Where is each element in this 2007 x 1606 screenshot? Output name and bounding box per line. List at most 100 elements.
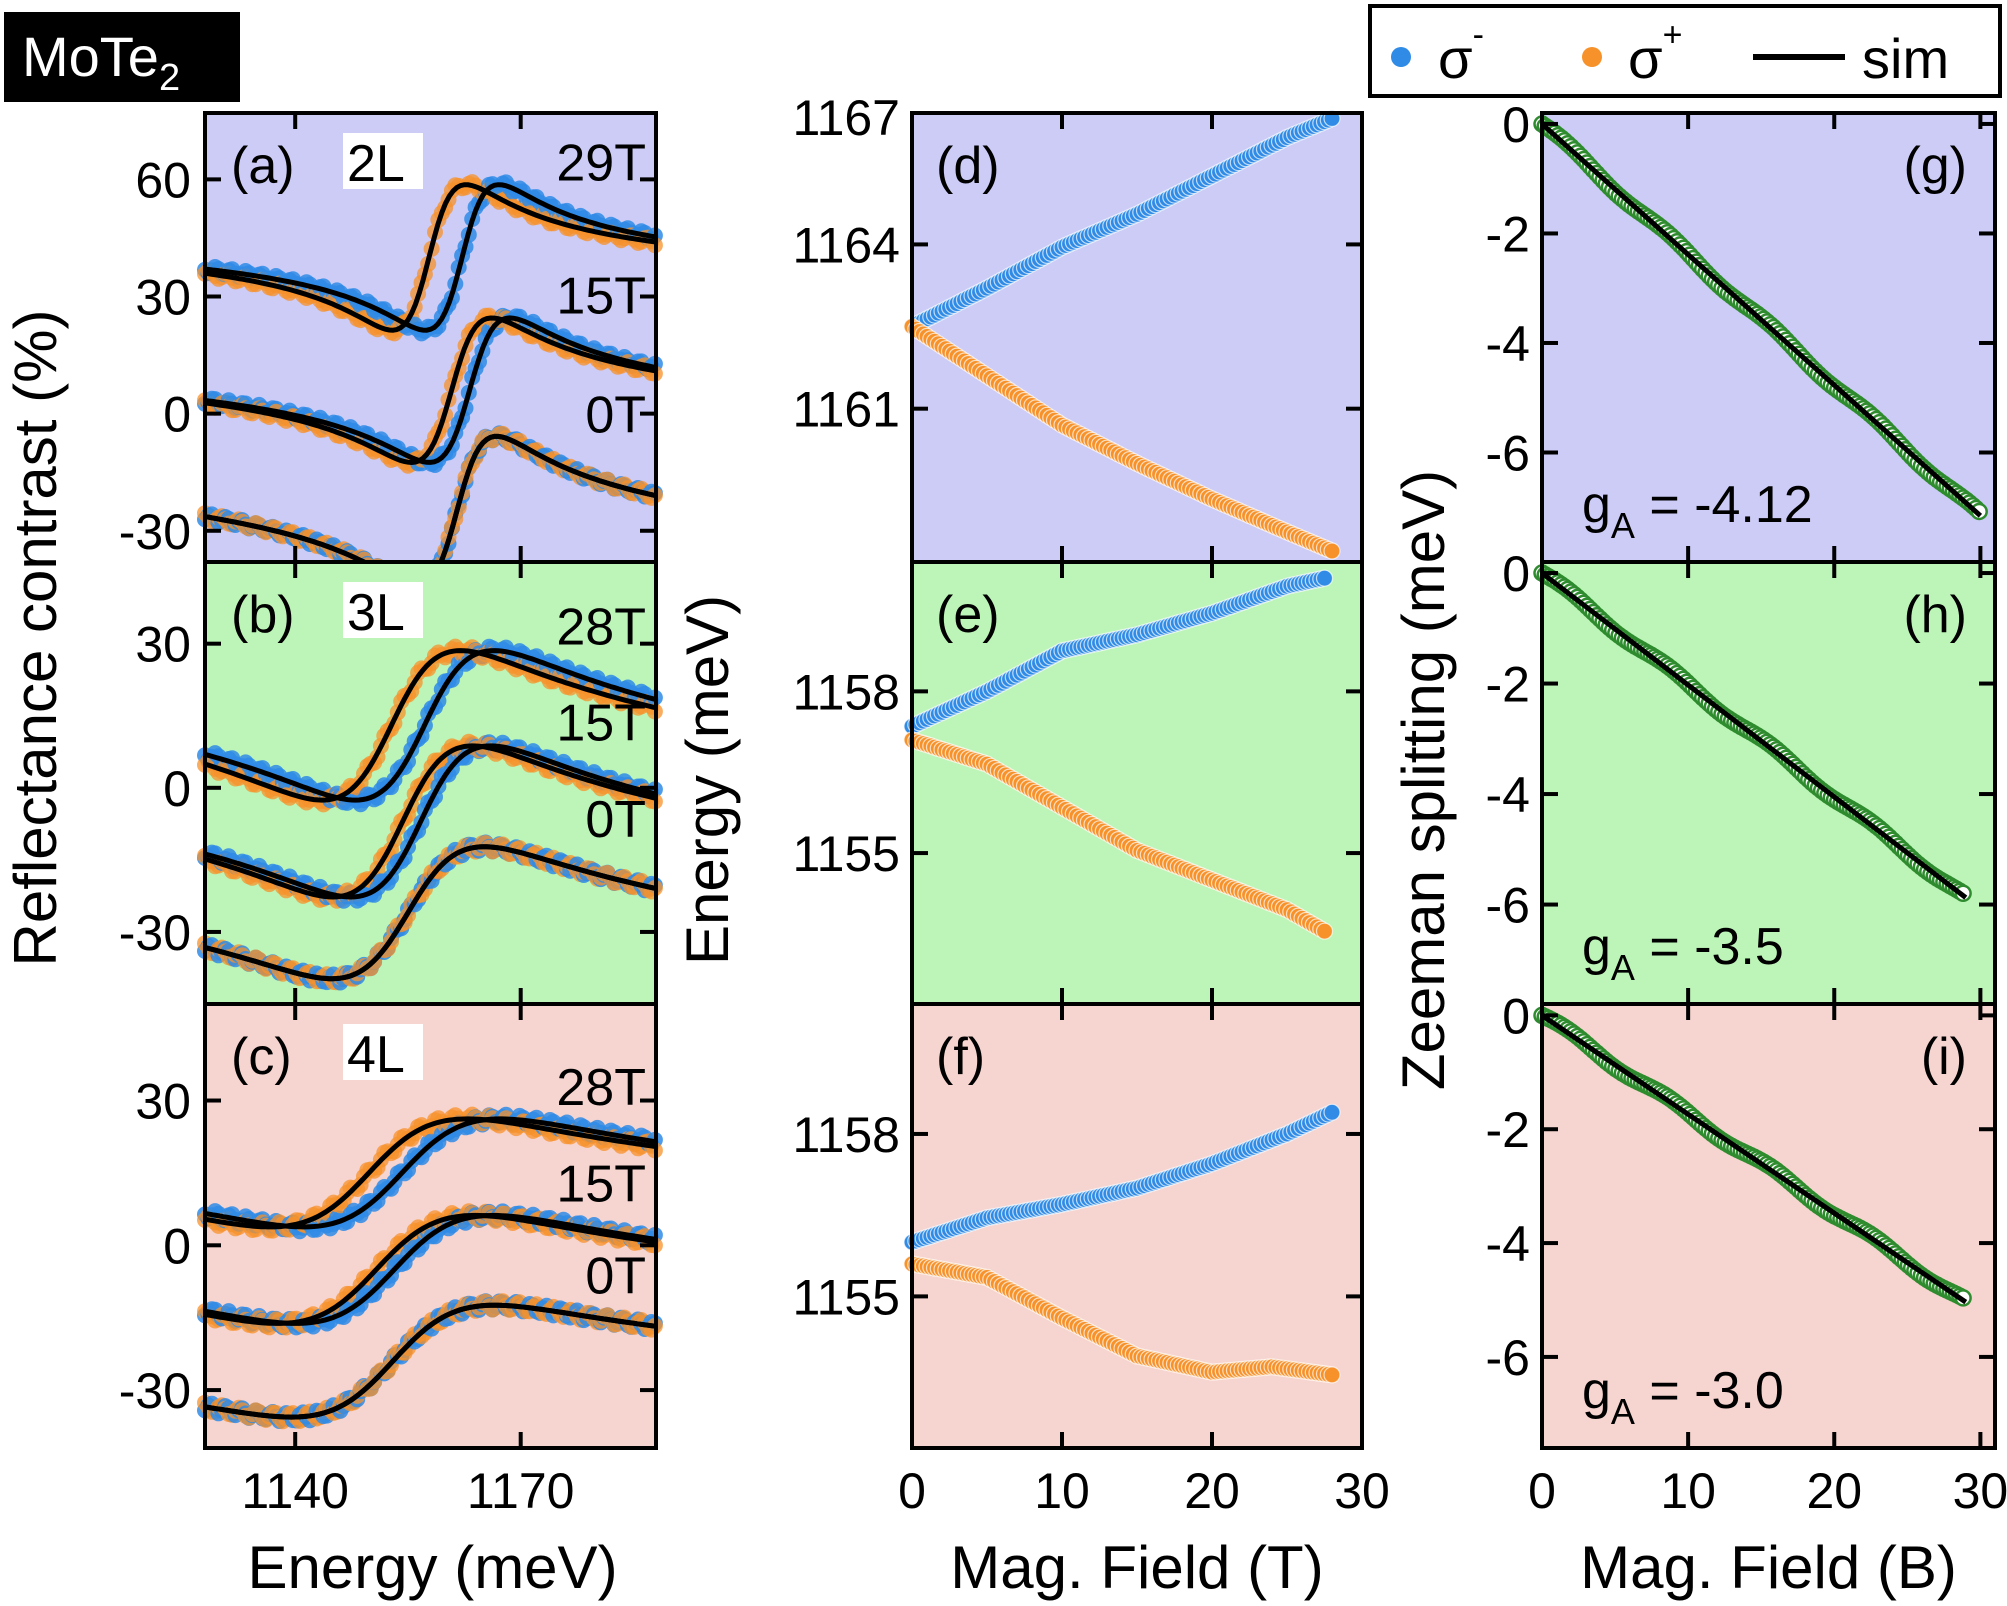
reflectance-y-axis-label: Reflectance contrast (%)	[2, 310, 69, 967]
legend-box	[1368, 4, 2002, 98]
layer-label-bg	[343, 582, 423, 638]
field-label-15T: 15T	[556, 1156, 646, 1214]
field-label-28T: 28T	[556, 1059, 646, 1117]
y-tick-label: 30	[135, 270, 191, 326]
x-tick-label: 1140	[241, 1463, 349, 1519]
panel-label: (d)	[936, 137, 1000, 195]
field-label-15T: 15T	[556, 267, 646, 325]
data-point	[1323, 1366, 1341, 1384]
material-label: MoTe2	[4, 12, 240, 102]
reflectance-panel-2L: 29T 15T 0T (a) 2L 60 30 0 -30	[119, 111, 663, 598]
y-tick-label: -6	[1486, 878, 1530, 934]
x-tick-label: 30	[1334, 1463, 1390, 1519]
sim-curve-15T-plus	[204, 1212, 657, 1326]
field-label-0T: 0T	[585, 1247, 646, 1305]
panel-label: (b)	[231, 586, 295, 644]
y-tick-label: 1161	[792, 382, 900, 438]
sim-curve-28T-plus	[204, 648, 657, 803]
panel-frame	[1540, 1002, 1997, 1450]
legend-sigma-plus-label: σ+	[1628, 16, 1682, 90]
y-tick-label: 0	[163, 387, 191, 443]
sigma-minus-series	[903, 569, 1334, 736]
field-label-15T: 15T	[556, 695, 646, 753]
sim-curve-0T-plus	[204, 844, 657, 982]
zeeman-x-axis-label: Mag. Field (B)	[1580, 1534, 1957, 1601]
y-tick-label: -2	[1486, 657, 1530, 713]
g-factor-label: gA = -4.12	[1582, 476, 1813, 546]
y-tick-label: 0	[1502, 97, 1530, 153]
reflectance-x-axis-label: Energy (meV)	[247, 1534, 617, 1601]
sim-line	[1540, 571, 1968, 900]
y-tick-label: 0	[1502, 546, 1530, 602]
x-tick-label: 10	[1660, 1463, 1716, 1519]
y-tick-label: 1164	[792, 217, 900, 273]
data-point	[1323, 542, 1341, 560]
energy-x-axis-label: Mag. Field (T)	[950, 1534, 1323, 1601]
g-factor-label: gA = -3.5	[1582, 918, 1784, 988]
reflectance-panel-4L: 28T 15T 0T (c) 4L 30 0 -30 1140 1170	[119, 1002, 663, 1519]
legend-sigma-minus-label: σ-	[1438, 16, 1484, 90]
panel-label: (g)	[1903, 137, 1967, 195]
zeeman-y-axis-label: Zeeman splitting (meV)	[1390, 470, 1457, 1090]
field-label-0T: 0T	[585, 386, 646, 444]
y-tick-label-top: 1167	[792, 90, 900, 146]
panel-label: (h)	[1903, 586, 1967, 644]
field-label-0T: 0T	[585, 791, 646, 849]
charts: 29T 15T 0T (a) 2L 60 30 0 -30 28T 15T 0T (b) 3L 30 0 -30…	[2, 90, 2007, 1601]
sigma-plus-series	[903, 317, 1341, 560]
energy-y-axis-label: Energy (meV)	[674, 595, 741, 965]
layer-label-bg	[343, 133, 423, 189]
y-tick-label: -6	[1486, 1330, 1530, 1386]
y-tick-label: 0	[163, 1218, 191, 1274]
panel-label: (e)	[936, 586, 1000, 644]
x-tick-label: 0	[898, 1463, 926, 1519]
data-point	[1315, 922, 1334, 940]
y-tick-label: -30	[119, 905, 191, 961]
sim-curve-28T-plus	[204, 1116, 657, 1230]
zeeman-panel-(i): (i) gA = -3.0 0 -2 -4 -6 0 10 20 30	[1486, 988, 2007, 1519]
panel-label: (f)	[936, 1028, 985, 1086]
y-tick-label: 60	[135, 152, 191, 208]
panel-label: (c)	[231, 1028, 292, 1086]
sim-curve-15T-plus	[204, 315, 657, 466]
y-tick-label: -2	[1486, 206, 1530, 262]
y-tick-label: 1155	[792, 826, 900, 882]
sim-curve-15T-minus	[204, 743, 657, 900]
y-tick-label: -4	[1486, 316, 1530, 372]
x-tick-label: 20	[1806, 1463, 1862, 1519]
field-label-28T: 28T	[556, 598, 646, 656]
sim-curve-29T-plus	[204, 182, 657, 333]
legend-sigma-minus-marker	[1391, 47, 1411, 67]
y-tick-label: 0	[1502, 988, 1530, 1044]
sim-curve-0T-plus	[204, 1302, 657, 1420]
y-tick-label: -6	[1486, 425, 1530, 481]
panel-label: (i)	[1921, 1028, 1967, 1086]
field-label-29T: 29T	[556, 135, 646, 193]
legend-sim-label: sim	[1862, 27, 1949, 90]
panel-background	[912, 113, 1362, 562]
energy-panel-(e): (e) 1158 1155	[792, 560, 1364, 1006]
sim-curve-28T-minus	[204, 648, 657, 803]
sim-line	[1540, 122, 1983, 518]
sigma-plus-series	[903, 731, 1334, 940]
layer-label: 4L	[347, 1026, 405, 1084]
x-tick-label: 10	[1034, 1463, 1090, 1519]
legend: σ- σ+ sim	[1368, 4, 2002, 98]
y-tick-label: 1158	[792, 1107, 900, 1163]
sim-curve-15T-minus	[204, 315, 657, 465]
y-tick-label: -30	[119, 504, 191, 560]
legend-sigma-plus-marker	[1582, 47, 1602, 67]
y-tick-label: 1155	[792, 1269, 900, 1325]
x-tick-label: 20	[1184, 1463, 1240, 1519]
y-tick-label: 0	[163, 761, 191, 817]
data-point	[1323, 1103, 1341, 1121]
g-factor-label: gA = -3.0	[1582, 1362, 1784, 1432]
layer-label: 3L	[347, 584, 405, 642]
y-tick-label: -4	[1486, 767, 1530, 823]
data-point	[1315, 569, 1334, 587]
y-tick-label: 30	[135, 617, 191, 673]
y-tick-label: -4	[1486, 1216, 1530, 1272]
panel-frame	[203, 1002, 658, 1450]
material-label-text: MoTe2	[22, 25, 180, 99]
